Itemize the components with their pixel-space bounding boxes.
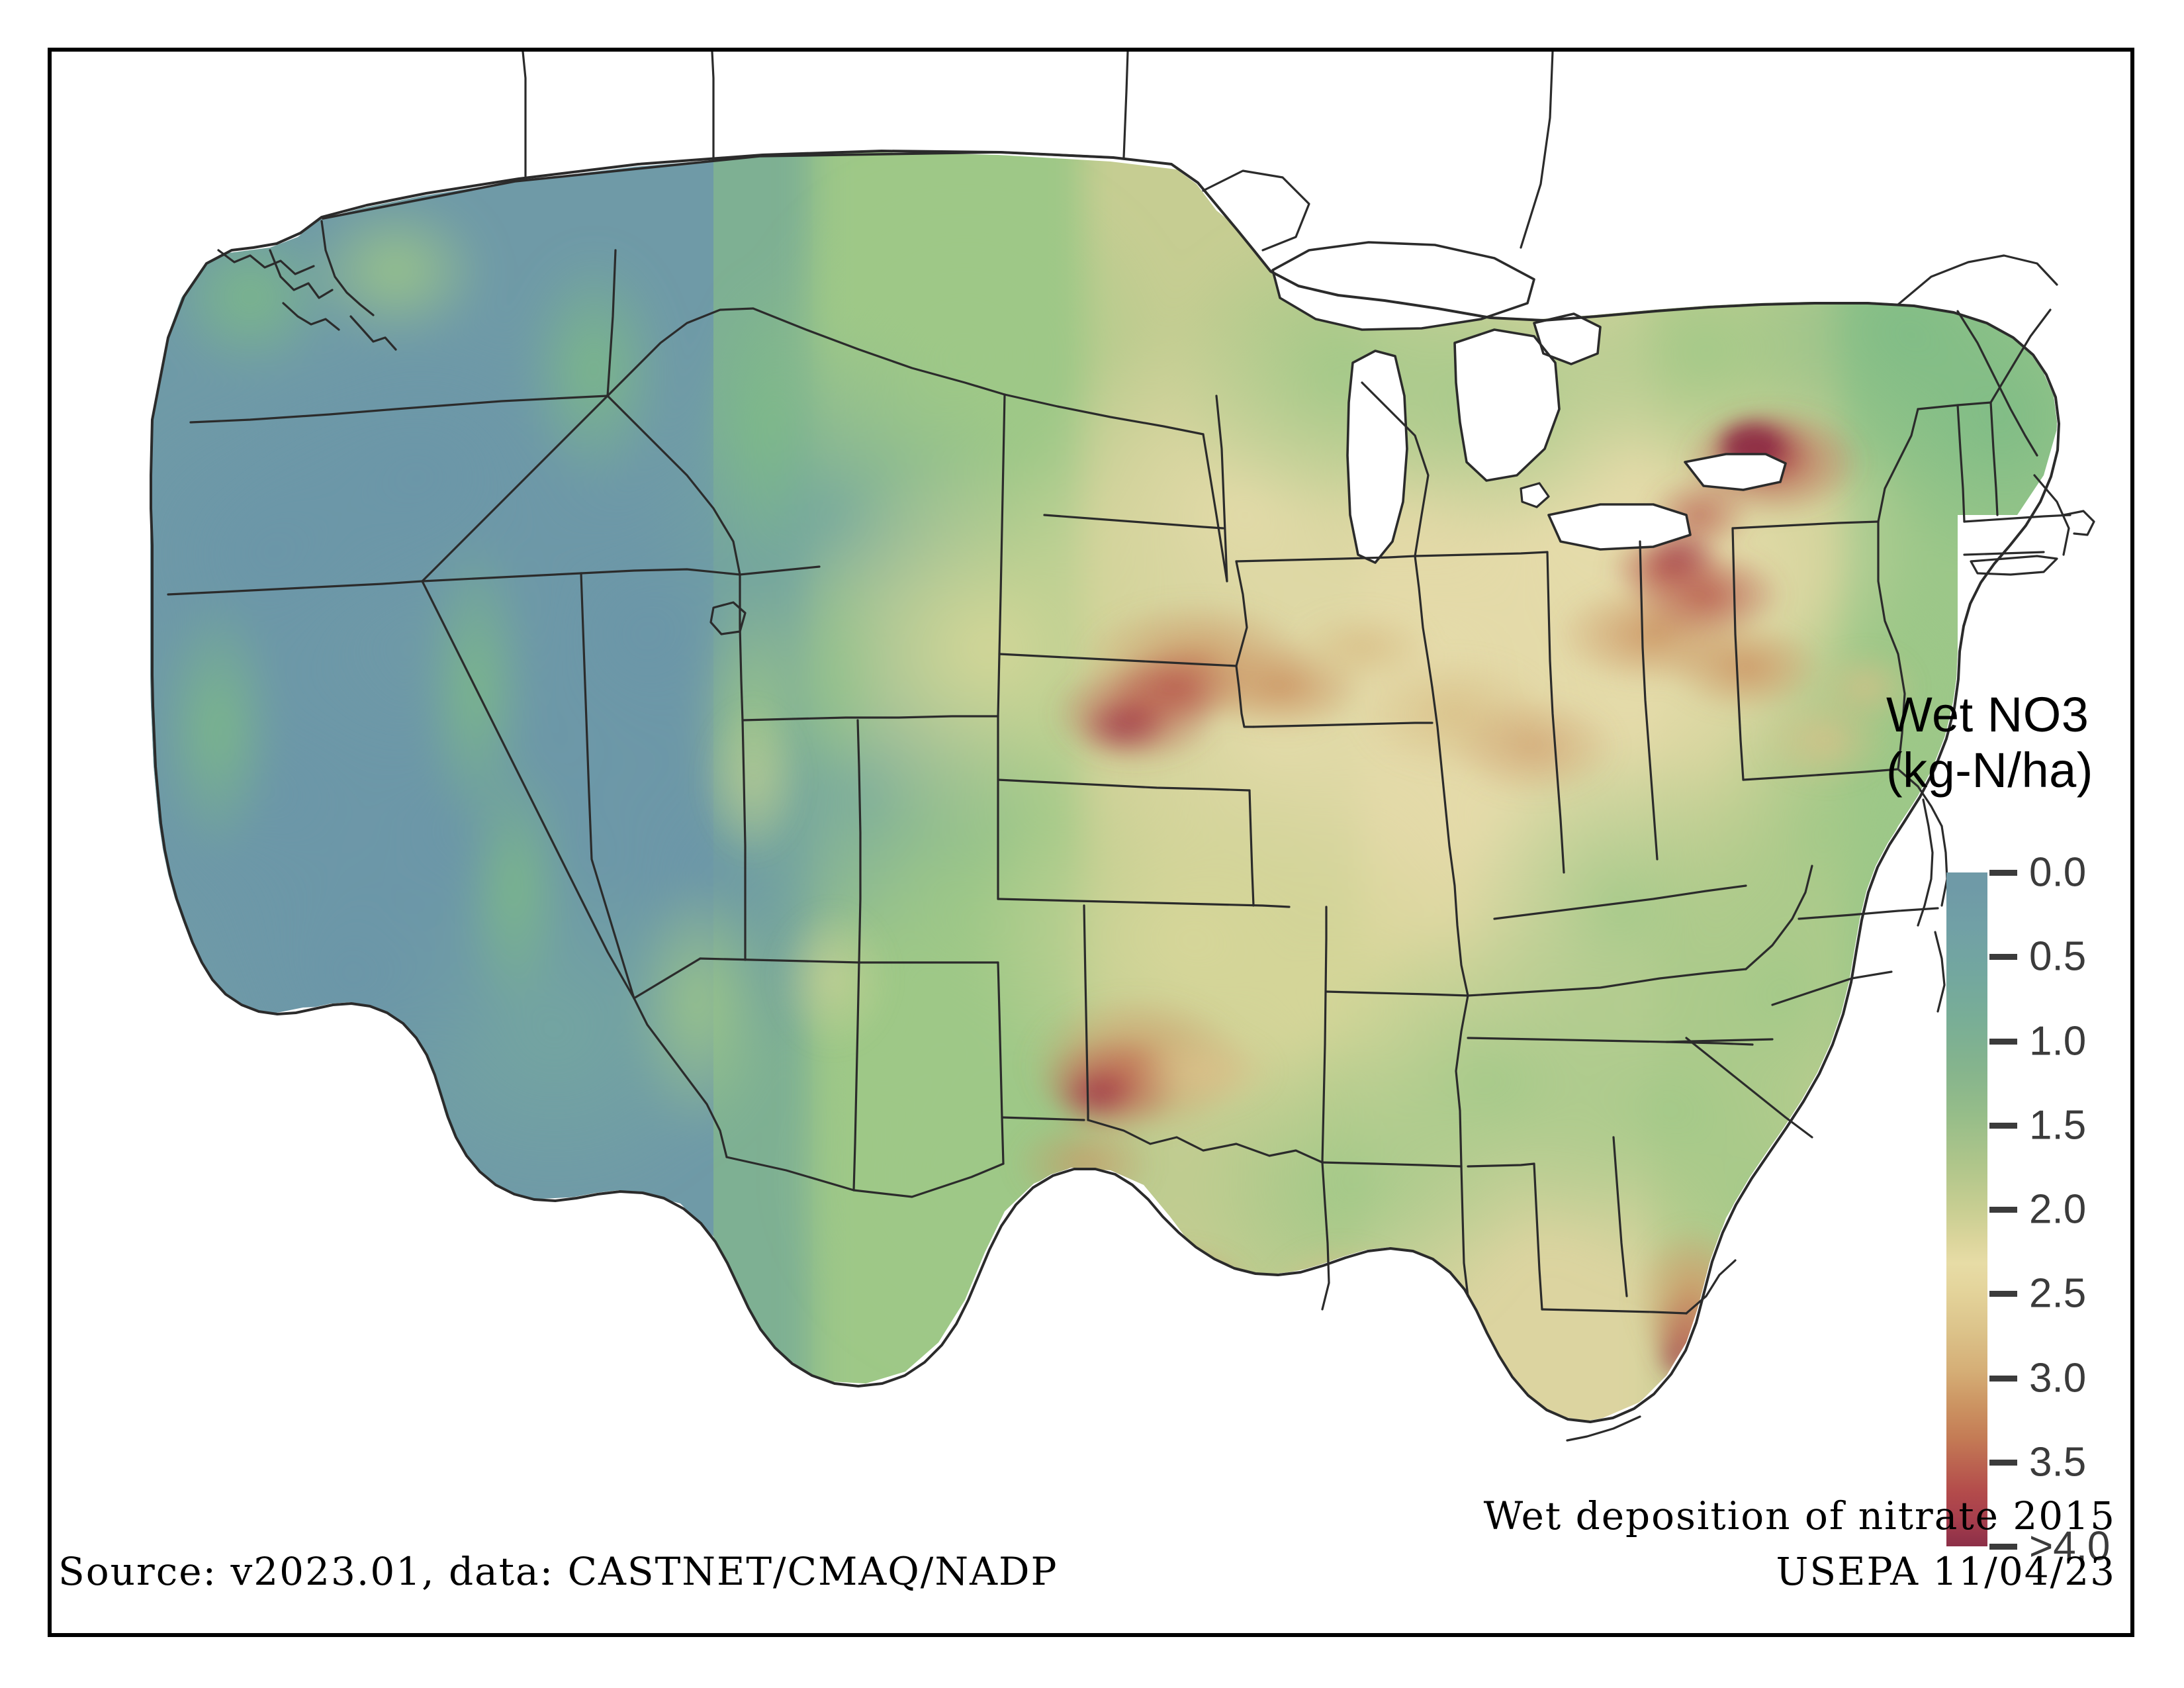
colorbar-tick-mark [1989,1375,2017,1382]
source-caption: Source: v2023.01, data: CASTNET/CMAQ/NAD… [58,1549,1058,1594]
figure-frame: Wet NO3 (kg-N/ha) 0.0 0.5 1.0 1.5 2.0 2.5 3.0 3… [48,48,2134,1637]
colorbar-tick-label: 2.0 [2029,1186,2087,1233]
colorbar-tick-mark [1989,954,2017,961]
colorbar-gradient [1946,872,1987,1546]
state-boundaries [150,52,2095,1442]
colorbar-tick-mark [1989,1122,2017,1129]
colorbar-tick-label: 3.5 [2029,1439,2087,1485]
colorbar-tick-mark [1989,1291,2017,1297]
colorbar-tick-mark [1989,1038,2017,1045]
colorbar-tick-mark [1989,870,2017,876]
colorbar-tick-label: 0.5 [2029,933,2087,980]
legend-title-line1: Wet NO3 [1886,687,2089,742]
colorbar-tick-label: 0.0 [2029,849,2087,896]
colorbar-tick-mark [1989,1459,2017,1466]
colorbar-tick-mark [1989,1207,2017,1213]
colorbar-tick-label: 1.0 [2029,1018,2087,1064]
colorbar-tick-label: 1.5 [2029,1102,2087,1149]
colorbar-tick-label: >4.0 [2029,1523,2111,1570]
map-caption: Wet deposition of nitrate 2015 [1483,1493,2116,1538]
deposition-map [52,52,2130,1481]
colorbar-legend: Wet NO3 (kg-N/ha) 0.0 0.5 1.0 1.5 2.0 2.5 3.0 3… [1846,687,2177,1574]
legend-title-line2: (kg-N/ha) [1886,743,2093,798]
colorbar-tick-mark [1989,1544,2017,1550]
map-panel [52,52,2130,1481]
credit-caption: USEPA 11/04/23 [1776,1549,2116,1594]
colorbar-tick-label: 3.0 [2029,1355,2087,1401]
colorbar-tick-label: 2.5 [2029,1270,2087,1317]
